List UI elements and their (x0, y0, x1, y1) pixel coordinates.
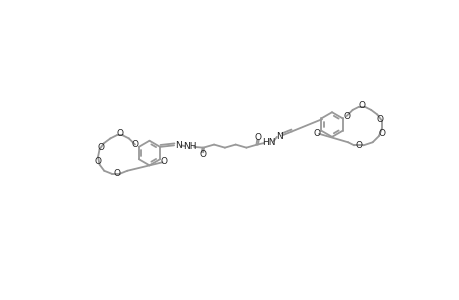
Text: O: O (358, 101, 364, 110)
Text: O: O (199, 150, 206, 159)
Text: O: O (97, 143, 104, 152)
Text: HN: HN (262, 138, 275, 147)
Text: O: O (342, 112, 349, 121)
Text: O: O (116, 129, 123, 138)
Text: NH: NH (182, 142, 196, 152)
Text: O: O (160, 157, 167, 166)
Text: O: O (131, 140, 138, 149)
Text: O: O (378, 128, 385, 137)
Text: N: N (175, 141, 182, 150)
Text: O: O (113, 169, 120, 178)
Text: N: N (275, 132, 282, 141)
Text: O: O (376, 115, 383, 124)
Text: O: O (95, 157, 101, 166)
Text: O: O (254, 133, 261, 142)
Text: O: O (354, 141, 362, 150)
Text: O: O (313, 128, 320, 137)
